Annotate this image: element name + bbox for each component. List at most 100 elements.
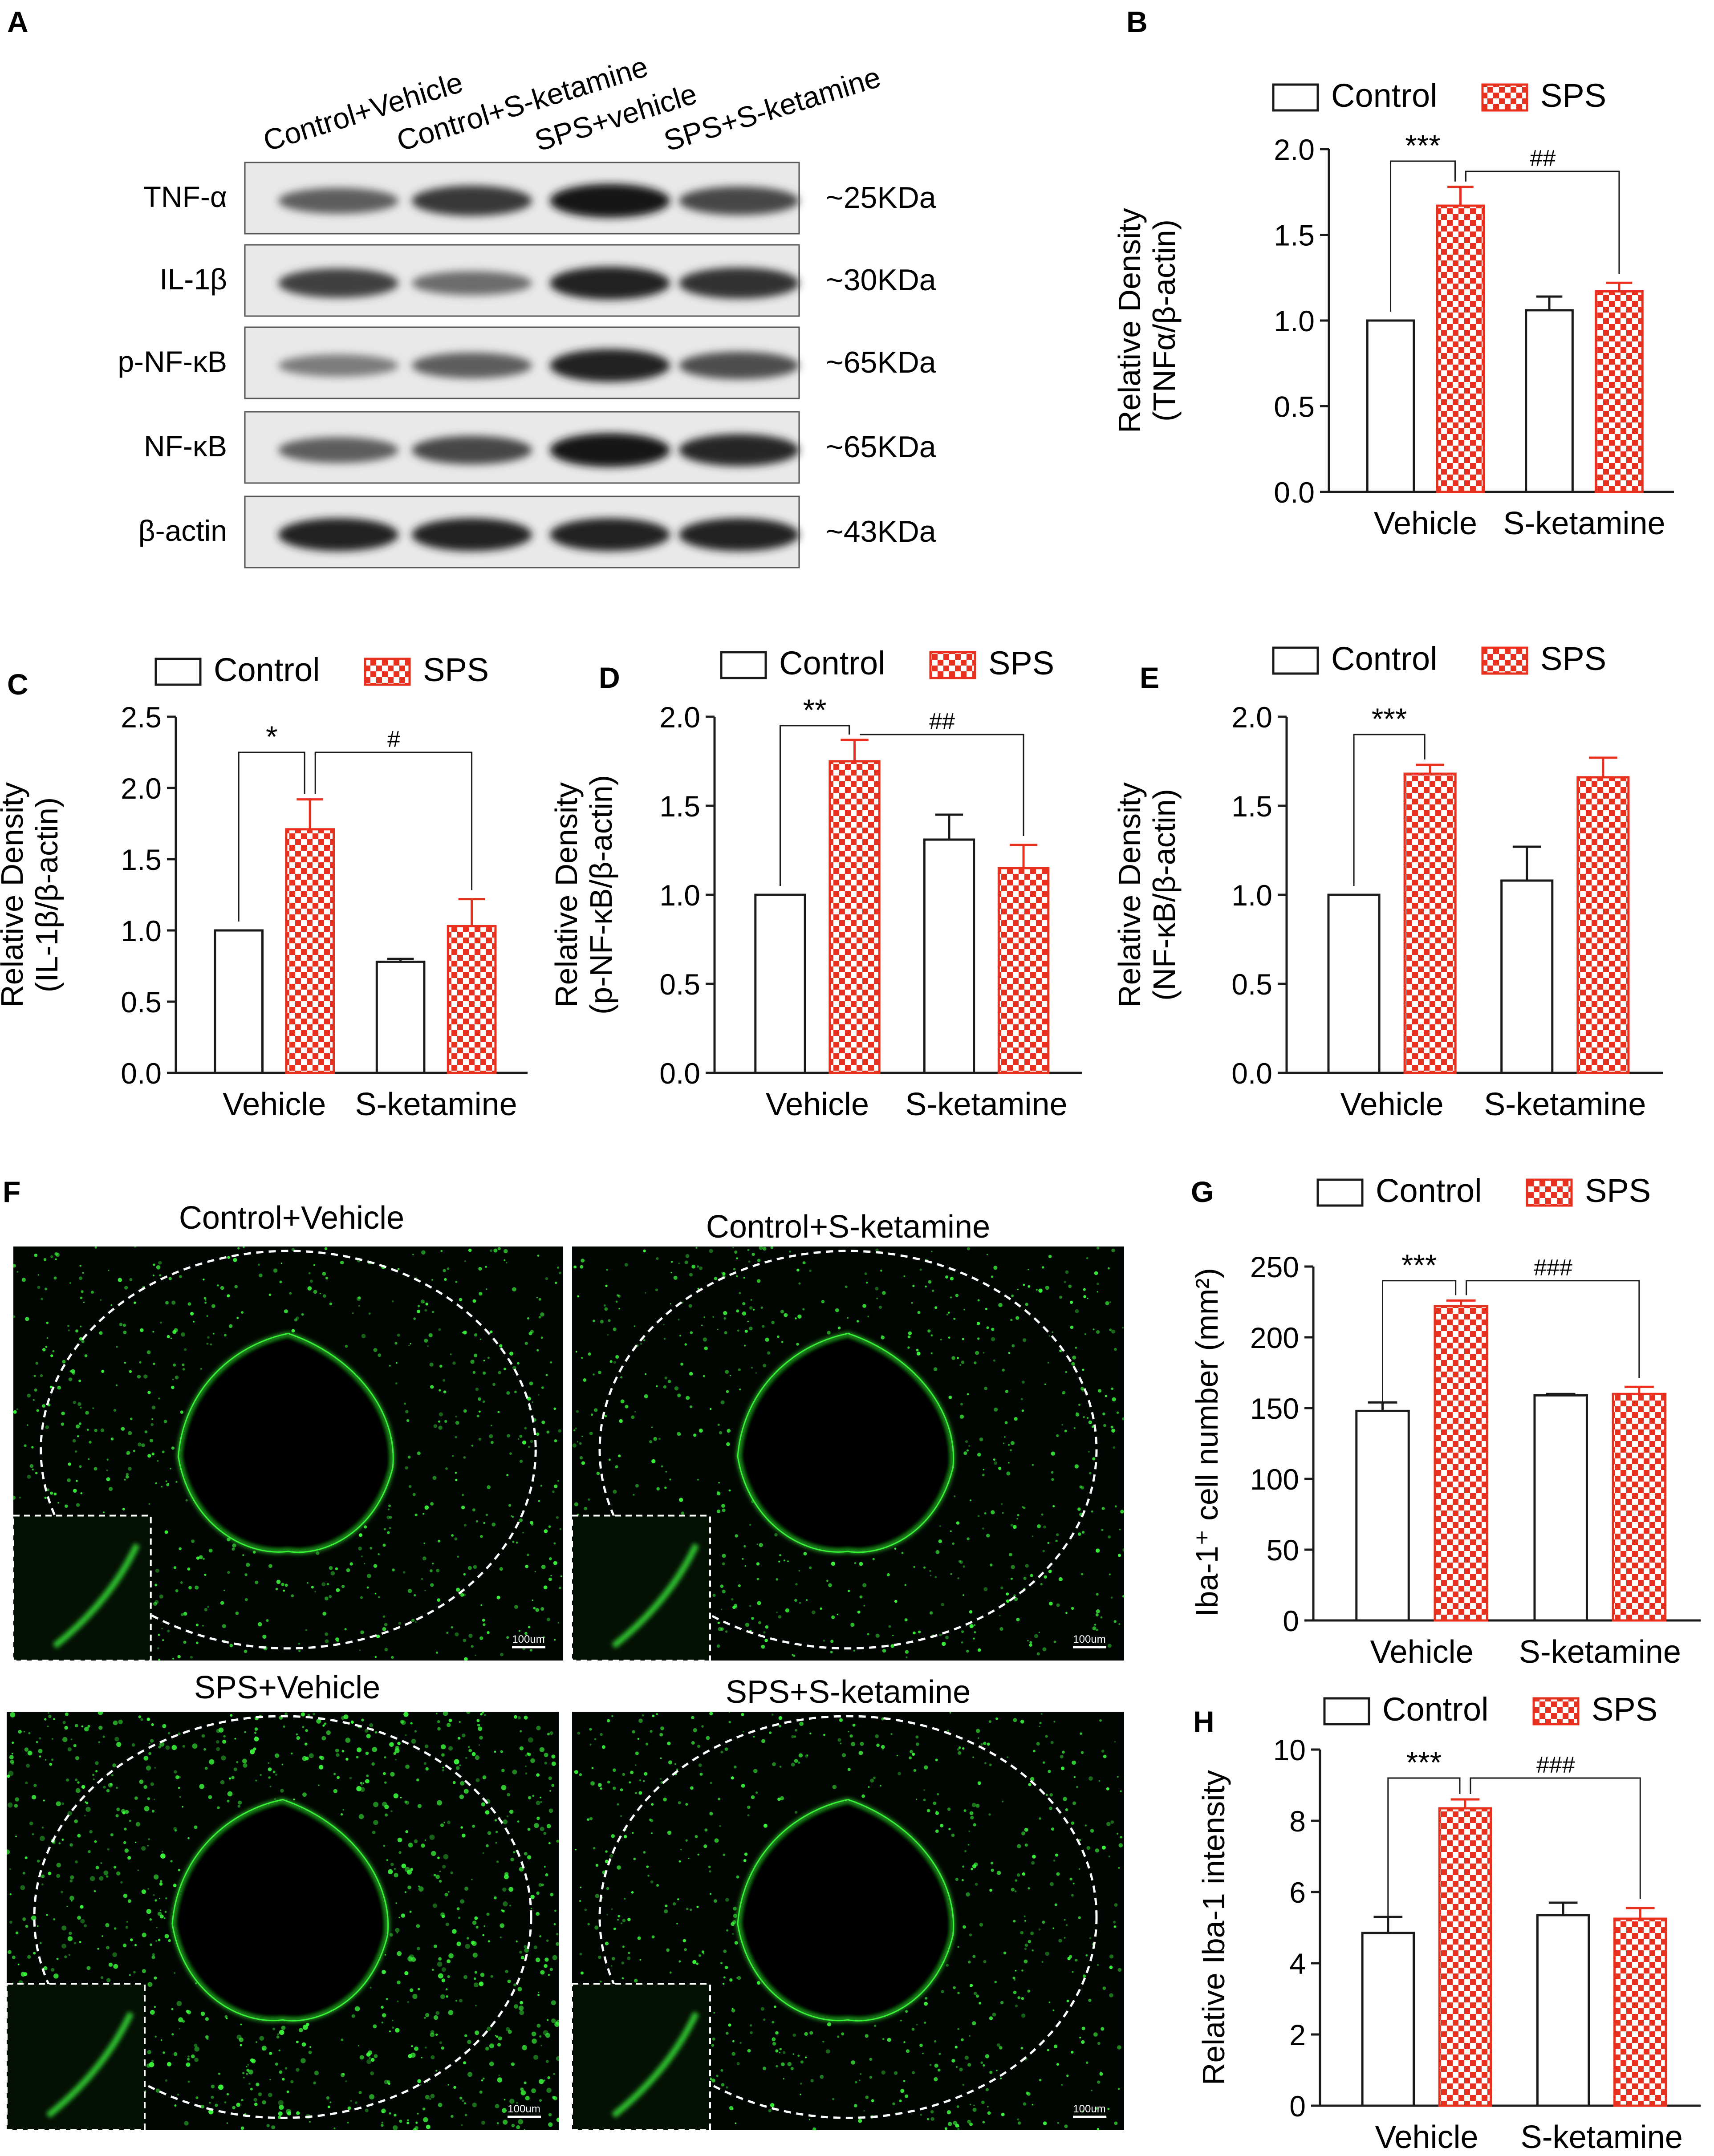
legend-label-control: Control (779, 645, 885, 682)
blot-row: β-actin ~43KDa (138, 495, 936, 568)
microglia-cell (486, 1288, 487, 1290)
microglia-cell (371, 1762, 375, 1766)
microglia-cell (472, 1953, 478, 1958)
microglia-cell (482, 1934, 484, 1937)
microglia-cell (1066, 2075, 1069, 2077)
microglia-cell (167, 1732, 171, 1734)
y-axis-label: (TNFα/β-actin) (1147, 219, 1182, 422)
microglia-cell (957, 1992, 960, 1994)
microglia-cell (509, 1352, 514, 1356)
microglia-cell (525, 1772, 528, 1775)
microglia-cell (508, 2030, 512, 2034)
microglia-cell (993, 1359, 995, 1362)
microglia-cell (118, 1278, 122, 1282)
microglia-cell (368, 1312, 371, 1315)
microglia-cell (208, 1548, 213, 1553)
microglia-cell (865, 1281, 868, 1284)
microglia-cell (776, 1578, 778, 1581)
microglia-cell (237, 1247, 240, 1250)
microglia-cell (667, 1742, 671, 1746)
microglia-cell (337, 1776, 340, 1779)
y-tick-label: 1.5 (121, 843, 162, 876)
microglia-cell (381, 2110, 384, 2113)
microglia-cell (584, 1908, 587, 1911)
microglia-cell (362, 1782, 365, 1784)
microglia-cell (905, 1650, 909, 1654)
microglia-cell (460, 1781, 465, 1786)
microglia-cell (369, 2057, 371, 2059)
inset-zoom-box (12, 1514, 152, 1661)
microglia-cell (524, 1945, 527, 1949)
microglia-cell (24, 1856, 28, 1860)
microglia-cell (50, 1255, 53, 1258)
microglia-cell (45, 1759, 47, 1761)
microglia-cell (1093, 2032, 1098, 2037)
microglia-cell (868, 1786, 870, 1788)
microglia-cell (1065, 1270, 1069, 1274)
microglia-cell (224, 2101, 227, 2103)
microglia-cell (771, 1321, 775, 1324)
microglia-cell (709, 1249, 713, 1253)
microglia-cell (418, 1988, 420, 1990)
microglia-cell (1024, 1948, 1027, 1950)
microglia-cell (443, 1822, 446, 1823)
microglia-cell (165, 1745, 170, 1750)
microglia-cell (986, 1326, 989, 1329)
significance-label: ** (803, 693, 827, 727)
microglia-cell (278, 2049, 280, 2052)
microglia-cell (284, 1584, 288, 1587)
microglia-cell (969, 2035, 971, 2037)
microglia-cell (1063, 1797, 1067, 1801)
significance-label: *** (1401, 1248, 1437, 1282)
micrograph-title: Control+Vehicle (179, 1200, 404, 1236)
microglia-cell (414, 1594, 416, 1596)
microglia-cell (442, 1769, 444, 1772)
microglia-cell (203, 1279, 205, 1281)
microglia-cell (279, 2070, 283, 2074)
microglia-cell (545, 1374, 548, 1376)
microglia-cell (411, 2045, 413, 2047)
microglia-cell (110, 1437, 114, 1441)
microglia-cell (546, 1430, 550, 1434)
microglia-cell (1030, 1574, 1033, 1577)
microglia-cell (436, 1569, 440, 1572)
microglia-cell (777, 1797, 781, 1801)
microglia-cell (809, 1269, 812, 1272)
microglia-cell (443, 1269, 446, 1272)
microglia-cell (158, 1634, 160, 1636)
microglia-cell (536, 1726, 541, 1730)
significance-label: ### (1533, 1255, 1572, 1281)
microglia-cell (948, 1827, 951, 1831)
microglia-cell (501, 1909, 503, 1912)
microglia-cell (809, 1732, 812, 1735)
microglia-cell (474, 1333, 478, 1337)
microglia-cell (663, 1337, 666, 1340)
microglia-cell (414, 1730, 417, 1733)
microglia-cell (244, 1649, 248, 1653)
microglia-cell (144, 1430, 148, 1433)
microglia-cell (153, 1894, 155, 1896)
microglia-cell (165, 1897, 167, 1900)
microglia-cell (123, 1331, 127, 1334)
microglia-cell (386, 1859, 388, 1861)
microglia-cell (281, 2026, 286, 2030)
microglia-cell (758, 1621, 761, 1624)
microglia-cell (627, 1956, 631, 1960)
microglia-cell (797, 2054, 800, 2057)
microglia-cell (709, 1811, 713, 1816)
microglia-cell (143, 1374, 148, 1379)
microglia-cell (414, 1513, 418, 1517)
microglia-cell (783, 2051, 786, 2054)
microglia-cell (178, 2017, 183, 2022)
microglia-cell (68, 1462, 71, 1466)
microglia-cell (158, 1746, 161, 1749)
microglia-cell (209, 1759, 215, 1765)
microglia-cell (476, 1414, 479, 1417)
microglia-cell (1088, 1420, 1093, 1425)
microglia-cell (643, 1249, 646, 1253)
microglia-cell (851, 2060, 855, 2065)
microglia-cell (88, 1458, 90, 1460)
microglia-cell (400, 1796, 402, 1799)
microglia-cell (1082, 1368, 1084, 1371)
microglia-cell (150, 1943, 152, 1946)
